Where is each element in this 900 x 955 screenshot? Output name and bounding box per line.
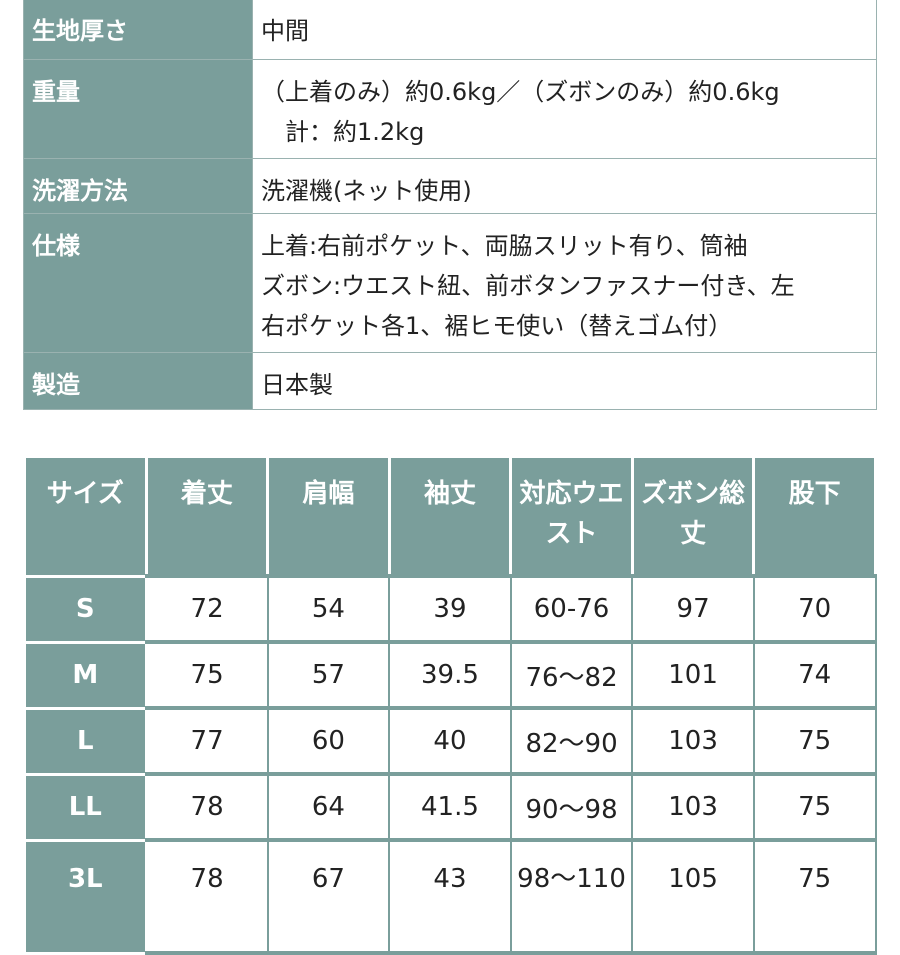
spec-value: （上着のみ）約0.6kg／（ズボンのみ）約0.6kg 計：約1.2kg xyxy=(252,59,877,159)
spec-value: 洗濯機(ネット使用) xyxy=(252,158,877,214)
size-cell: 97 xyxy=(631,574,755,644)
size-table: サイズ 着丈 肩幅 袖丈 対応ウエスト ズボン総丈 股下 S 72 54 39 … xyxy=(23,455,877,955)
size-cell: 75 xyxy=(145,640,269,710)
size-cell: 82〜90 xyxy=(509,706,634,776)
size-cell: 67 xyxy=(266,838,391,955)
spec-label: 生地厚さ xyxy=(23,0,253,60)
size-cell: 60-76 xyxy=(509,574,634,644)
size-row-3l: 3L 78 67 43 98〜110 105 75 xyxy=(23,838,877,955)
size-cell: 78 xyxy=(145,772,269,842)
spec-value: 上着:右前ポケット、両脇スリット有り、筒袖 ズボン:ウエスト紐、前ボタンファスナ… xyxy=(252,213,877,353)
size-label: S xyxy=(23,574,148,644)
size-label: 3L xyxy=(23,838,148,955)
header-inseam: 股下 xyxy=(752,455,877,578)
size-cell: 70 xyxy=(752,574,877,644)
size-label: L xyxy=(23,706,148,776)
header-sleeve-length: 袖丈 xyxy=(387,455,513,578)
size-cell: 43 xyxy=(388,838,512,955)
spec-value-line: 右ポケット各1、裾ヒモ使い（替えゴム付） xyxy=(261,312,733,340)
size-cell: 41.5 xyxy=(388,772,512,842)
spec-value-line: （上着のみ）約0.6kg／（ズボンのみ）約0.6kg xyxy=(261,78,780,106)
spec-label: 洗濯方法 xyxy=(23,158,253,214)
spec-value-line: 中間 xyxy=(261,17,309,45)
size-cell: 72 xyxy=(145,574,269,644)
size-cell: 64 xyxy=(266,772,391,842)
spec-label: 重量 xyxy=(23,59,253,159)
spec-row-washing: 洗濯方法 洗濯機(ネット使用) xyxy=(23,158,877,214)
spec-value-line: 日本製 xyxy=(261,371,333,399)
header-waist: 対応ウエスト xyxy=(509,455,634,578)
header-length: 着丈 xyxy=(144,455,270,578)
spec-value: 中間 xyxy=(252,0,877,60)
size-cell: 78 xyxy=(145,838,269,955)
header-shoulder-width: 肩幅 xyxy=(266,455,391,578)
spec-row-manufacture: 製造 日本製 xyxy=(23,352,877,410)
size-cell: 101 xyxy=(631,640,755,710)
size-cell: 103 xyxy=(631,772,755,842)
size-cell: 76〜82 xyxy=(509,640,634,710)
size-cell: 39.5 xyxy=(388,640,512,710)
spec-value-line: 上着:右前ポケット、両脇スリット有り、筒袖 xyxy=(261,232,748,260)
size-cell: 40 xyxy=(388,706,512,776)
spec-value: 日本製 xyxy=(252,352,877,410)
size-cell: 75 xyxy=(752,706,877,776)
header-size: サイズ xyxy=(23,455,148,578)
size-row-s: S 72 54 39 60-76 97 70 xyxy=(23,574,877,644)
size-cell: 98〜110 xyxy=(509,838,634,955)
size-row-l: L 77 60 40 82〜90 103 75 xyxy=(23,706,877,776)
spec-row-weight: 重量 （上着のみ）約0.6kg／（ズボンのみ）約0.6kg 計：約1.2kg xyxy=(23,59,877,159)
size-row-m: M 75 57 39.5 76〜82 101 74 xyxy=(23,640,877,710)
size-table-header-row: サイズ 着丈 肩幅 袖丈 対応ウエスト ズボン総丈 股下 xyxy=(23,455,877,578)
size-label: LL xyxy=(23,772,148,842)
header-pants-length: ズボン総丈 xyxy=(630,455,756,578)
size-cell: 60 xyxy=(266,706,391,776)
size-cell: 54 xyxy=(266,574,391,644)
size-cell: 103 xyxy=(631,706,755,776)
size-cell: 74 xyxy=(752,640,877,710)
size-label: M xyxy=(23,640,148,710)
spec-table: 生地厚さ 中間 重量 （上着のみ）約0.6kg／（ズボンのみ）約0.6kg 計：… xyxy=(23,0,877,410)
spec-value-line: ズボン:ウエスト紐、前ボタンファスナー付き、左 xyxy=(261,272,795,300)
size-cell: 57 xyxy=(266,640,391,710)
size-cell: 105 xyxy=(631,838,755,955)
spec-value-line: 計：約1.2kg xyxy=(261,118,425,146)
size-cell: 90〜98 xyxy=(509,772,634,842)
spec-value-line: 洗濯機(ネット使用) xyxy=(261,177,472,205)
spec-label: 仕様 xyxy=(23,213,253,353)
size-cell: 39 xyxy=(388,574,512,644)
size-cell: 75 xyxy=(752,838,877,955)
size-row-ll: LL 78 64 41.5 90〜98 103 75 xyxy=(23,772,877,842)
spec-label: 製造 xyxy=(23,352,253,410)
size-cell: 77 xyxy=(145,706,269,776)
spec-row-specification: 仕様 上着:右前ポケット、両脇スリット有り、筒袖 ズボン:ウエスト紐、前ボタンフ… xyxy=(23,213,877,353)
spec-row-fabric-thickness: 生地厚さ 中間 xyxy=(23,0,877,60)
size-cell: 75 xyxy=(752,772,877,842)
